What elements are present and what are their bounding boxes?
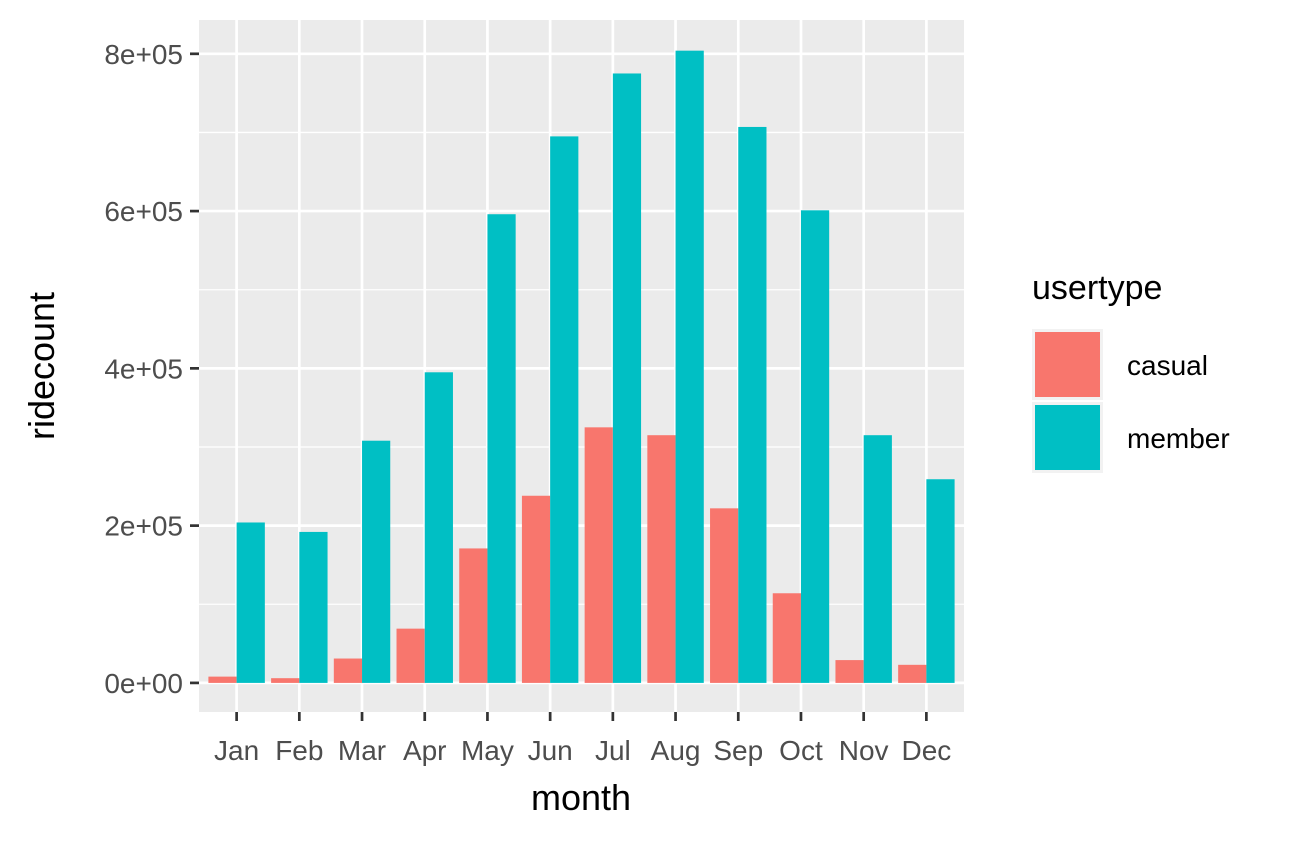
x-tick-label-mar: Mar xyxy=(338,735,386,766)
legend-label-member: member xyxy=(1127,423,1230,454)
bar-member-jan xyxy=(236,522,265,683)
bar-member-sep xyxy=(738,126,767,683)
bar-casual-jan xyxy=(208,676,237,683)
y-tick-label: 2e+05 xyxy=(104,511,183,542)
bar-casual-jun xyxy=(521,495,551,683)
y-axis: 0e+00 2e+05 4e+05 6e+05 8e+05 xyxy=(104,39,199,699)
x-tick-label-dec: Dec xyxy=(901,735,951,766)
y-tick-label: 6e+05 xyxy=(104,196,183,227)
x-tick-label-apr: Apr xyxy=(403,735,447,766)
legend-label-casual: casual xyxy=(1127,350,1208,381)
y-tick-label: 0e+00 xyxy=(104,668,183,699)
x-tick-label-jul: Jul xyxy=(595,735,631,766)
bar-casual-jul xyxy=(584,427,613,683)
legend-title: usertype xyxy=(1032,269,1162,307)
legend: usertype casual member xyxy=(1032,269,1230,473)
bar-casual-feb xyxy=(271,678,300,683)
bar-casual-oct xyxy=(772,593,801,683)
bar-member-feb xyxy=(299,531,328,683)
bar-casual-apr xyxy=(396,628,425,683)
x-tick-label-jun: Jun xyxy=(528,735,573,766)
x-tick-label-feb: Feb xyxy=(275,735,323,766)
x-axis-title: month xyxy=(531,777,631,818)
bar-member-oct xyxy=(800,210,830,683)
bar-casual-mar xyxy=(333,658,363,683)
bar-casual-may xyxy=(459,548,488,683)
y-tick-label: 4e+05 xyxy=(104,353,183,384)
x-tick-label-sep: Sep xyxy=(713,735,763,766)
legend-swatch-member xyxy=(1035,405,1100,470)
bar-member-jun xyxy=(550,136,579,683)
bars xyxy=(208,50,955,683)
bar-member-nov xyxy=(863,435,892,683)
y-tick-label: 8e+05 xyxy=(104,39,183,70)
x-tick-label-may: May xyxy=(461,735,514,766)
bar-member-aug xyxy=(675,50,704,683)
legend-swatch-casual xyxy=(1035,332,1100,397)
x-tick-label-nov: Nov xyxy=(839,735,889,766)
bar-member-dec xyxy=(926,479,955,683)
bar-member-apr xyxy=(424,372,453,683)
x-tick-label-jan: Jan xyxy=(214,735,259,766)
bar-member-may xyxy=(487,214,516,683)
bar-casual-dec xyxy=(898,664,927,683)
bar-casual-sep xyxy=(710,508,739,683)
x-tick-label-aug: Aug xyxy=(651,735,701,766)
bar-member-mar xyxy=(362,440,391,683)
x-axis: Jan Feb Mar Apr May Jun Jul Aug Sep Oct Nov Dec xyxy=(214,712,951,766)
x-tick-label-oct: Oct xyxy=(779,735,823,766)
bar-member-jul xyxy=(612,73,642,683)
bar-casual-aug xyxy=(647,435,676,683)
bar-casual-nov xyxy=(835,660,864,683)
y-axis-title: ridecount xyxy=(21,292,62,440)
